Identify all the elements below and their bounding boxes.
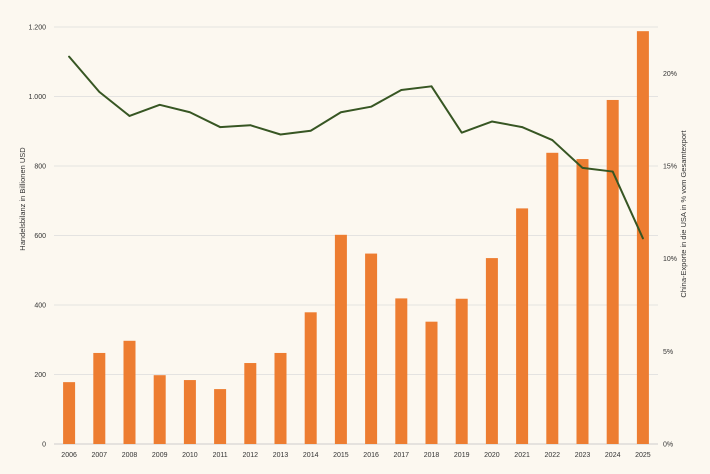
y-tick-label: 800 [34, 164, 46, 171]
line-point [642, 237, 644, 240]
bar-series [63, 31, 649, 445]
line-series [68, 55, 644, 240]
x-tick-label: 2011 [213, 452, 228, 459]
y2-tick-label: 20% [663, 71, 677, 78]
x-tick-label: 2023 [575, 452, 591, 459]
x-tick-label: 2018 [424, 452, 440, 459]
x-tick-label: 2021 [514, 452, 530, 459]
x-tick-label: 2010 [182, 452, 198, 459]
x-tick-label: 2008 [122, 452, 138, 459]
x-tick-label: 2016 [363, 452, 379, 459]
line-point [279, 133, 282, 136]
line-point [400, 89, 403, 91]
bar [606, 99, 619, 444]
y2-tick-label: 0% [663, 442, 673, 449]
x-tick-label: 2014 [303, 452, 319, 459]
line-point [430, 85, 433, 88]
bar [123, 340, 136, 444]
line-point [551, 139, 554, 141]
x-tick-label: 2015 [333, 452, 349, 459]
bar [576, 159, 589, 445]
x-axis-ticks: 2006 2007 2008 2009 2010 2011 2012 2013 2014 2015… [61, 452, 650, 459]
x-tick-label: 2022 [545, 452, 561, 459]
right-axis-ticks: 0% 5% 10% 15% 20% [663, 71, 677, 449]
line-point [491, 120, 493, 123]
x-tick-label: 2012 [243, 452, 259, 459]
y-axis-title: Handelsbilanz in Billionen USD [18, 147, 27, 251]
bar [516, 208, 529, 444]
bar [93, 352, 106, 444]
line-point [249, 124, 252, 127]
x-tick-label: 2006 [61, 452, 77, 459]
x-tick-label: 2017 [394, 452, 410, 459]
bar [365, 253, 378, 444]
bar [274, 352, 287, 444]
bar [395, 298, 408, 444]
y-tick-label: 1.200 [28, 25, 46, 32]
bar [304, 312, 317, 444]
line-point [68, 55, 70, 58]
x-tick-label: 2025 [635, 452, 651, 459]
left-axis-ticks: 0 200 400 600 800 1.000 1.200 [28, 25, 46, 449]
y-tick-label: 1.000 [28, 94, 46, 101]
y-tick-label: 0 [42, 442, 46, 449]
bar [485, 258, 498, 444]
bar [214, 389, 227, 444]
line-point [189, 111, 191, 114]
line-point [128, 115, 131, 117]
bar [153, 375, 166, 444]
bar [546, 152, 559, 445]
line-point [581, 167, 584, 169]
line-point [309, 129, 312, 132]
y2-tick-label: 5% [663, 349, 673, 356]
bar [183, 380, 196, 444]
line-point [460, 131, 463, 134]
bar [244, 363, 257, 444]
y-tick-label: 400 [34, 303, 46, 310]
gridlines [54, 26, 658, 445]
x-tick-label: 2020 [484, 452, 500, 459]
y-tick-label: 600 [34, 233, 46, 240]
line-point [521, 126, 523, 128]
x-tick-label: 2007 [92, 452, 108, 459]
bar [455, 298, 468, 444]
y2-tick-label: 15% [663, 164, 677, 171]
x-tick-label: 2019 [454, 452, 470, 459]
y2-tick-label: 10% [663, 256, 677, 263]
line-point [340, 111, 342, 114]
line-point [370, 105, 372, 108]
x-tick-label: 2013 [273, 452, 289, 459]
line-point [611, 170, 614, 173]
y2-axis-title: China-Exporte in die USA in % vom Gesamt… [679, 130, 688, 298]
bar [425, 321, 438, 444]
x-tick-label: 2024 [605, 452, 621, 459]
bar [63, 382, 76, 444]
line-point [98, 91, 101, 93]
bar [334, 234, 347, 444]
line-point [158, 104, 161, 106]
line-point [219, 126, 221, 128]
y-tick-label: 200 [34, 372, 46, 379]
series-line [68, 55, 644, 240]
x-tick-label: 2009 [152, 452, 168, 459]
